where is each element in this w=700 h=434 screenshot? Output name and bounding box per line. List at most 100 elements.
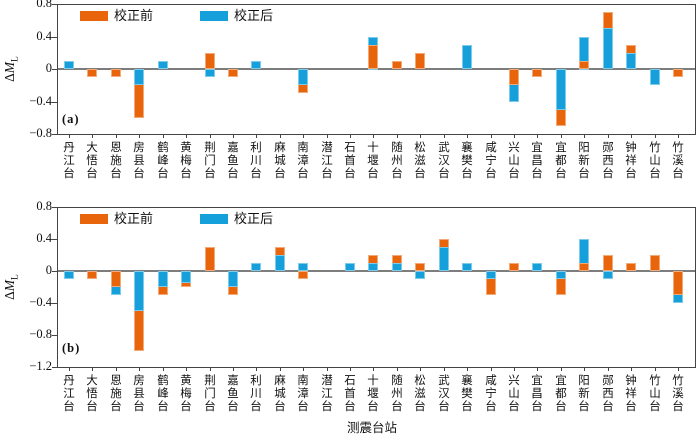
x-axis-tick [256,134,257,138]
x-axis-tick [608,134,609,138]
y-axis-tick [52,239,57,240]
y-axis-tick [52,303,57,304]
y-axis-tick-label: 0 [45,263,52,277]
station-label: 随 州 台 [391,142,403,180]
plot-area-panel-b [57,207,696,368]
y-axis-tick-label: 0.4 [36,29,52,43]
x-axis-tick [69,134,70,138]
y-axis-tick-label: −1.2 [29,359,52,373]
station-label: 宜 都 台 [555,142,567,180]
bar-before-correction [415,263,425,271]
station-label: 鹤 峰 台 [157,142,169,180]
station-label: 十 堰 台 [367,142,379,180]
x-axis-tick [514,367,515,371]
station-label: 咸 宁 台 [485,375,497,413]
x-axis-tick [280,134,281,138]
bar-after-correction [392,263,402,271]
station-label: 嘉 鱼 台 [227,375,239,413]
x-axis-tick [256,367,257,371]
y-axis-tick [52,69,57,70]
bar-after-correction [579,37,589,70]
bar-after-correction [181,271,191,283]
bar-after-correction [134,69,144,85]
bar-after-correction [134,271,144,311]
bar-after-correction [158,61,168,69]
x-axis-tick [303,134,304,138]
x-axis-tick [163,134,164,138]
bar-before-correction [509,263,519,271]
zero-axis-line [58,270,695,272]
bar-after-correction [298,69,308,85]
x-axis-tick [92,367,93,371]
bar-after-correction [228,271,238,287]
x-axis-tick [491,367,492,371]
x-axis-tick [678,367,679,371]
bar-after-correction [486,271,496,279]
y-axis-tick-label: 0 [45,61,52,75]
bar-before-correction [228,69,238,77]
station-label: 襄 樊 台 [461,142,473,180]
bar-after-correction [64,271,74,279]
x-axis-tick [303,367,304,371]
x-axis-tick [444,367,445,371]
x-axis-tick [444,134,445,138]
station-label: 兴 山 台 [508,142,520,180]
station-label: 利 川 台 [250,142,262,180]
x-axis-tick [233,367,234,371]
y-axis-tick [52,271,57,272]
station-label: 阳 新 台 [578,142,590,180]
bar-before-correction [298,271,308,279]
station-label: 十 堰 台 [367,375,379,413]
station-label: 大 悟 台 [86,142,98,180]
station-label: 鹤 峰 台 [157,375,169,413]
bar-before-correction [532,69,542,77]
bar-after-correction [556,69,566,110]
x-axis-tick [420,367,421,371]
x-axis-tick [631,367,632,371]
station-label: 咸 宁 台 [485,142,497,180]
x-axis-tick [467,134,468,138]
x-axis-tick [116,367,117,371]
station-label: 武 汉 台 [438,142,450,180]
bar-before-correction [650,255,660,271]
y-axis-tick [52,335,57,336]
station-label: 麻 城 台 [274,142,286,180]
y-axis-label-panel-b: ΔML [2,237,21,337]
x-axis-tick [397,134,398,138]
station-label: 潜 江 台 [321,142,333,180]
station-label: 南 漳 台 [297,142,309,180]
station-label: 嘉 鱼 台 [227,142,239,180]
bar-after-correction [603,271,613,279]
x-axis-tick [350,134,351,138]
bar-after-correction [251,263,261,271]
x-axis-tick [139,134,140,138]
bar-before-correction [111,69,121,77]
x-axis-tick [163,367,164,371]
bar-after-correction [345,263,355,271]
station-label: 宜 都 台 [555,375,567,413]
bar-after-correction [368,263,378,271]
x-axis-tick [584,134,585,138]
x-axis-tick [186,134,187,138]
station-label: 郧 西 台 [602,142,614,180]
bar-after-correction [462,263,472,271]
legend-swatch-after-correction [200,214,228,224]
bar-before-correction [579,61,589,69]
bar-before-correction [205,53,215,69]
x-axis-tick [655,367,656,371]
panel-letter-b: (b) [62,341,81,355]
station-label: 随 州 台 [391,375,403,413]
x-axis-tick [210,367,211,371]
y-axis-tick [52,207,57,208]
bar-after-correction [205,69,215,77]
x-axis-tick [69,367,70,371]
y-axis-tick-label: −0.8 [29,327,52,341]
station-label: 丹 江 台 [63,375,75,413]
station-label: 松 滋 台 [414,142,426,180]
bar-before-correction [87,69,97,77]
x-axis-label: 测震台站 [346,421,397,434]
bar-before-correction [368,45,378,69]
y-axis-tick-label: 0.8 [36,0,52,10]
station-label: 竹 溪 台 [672,375,684,413]
x-axis-tick [373,134,374,138]
